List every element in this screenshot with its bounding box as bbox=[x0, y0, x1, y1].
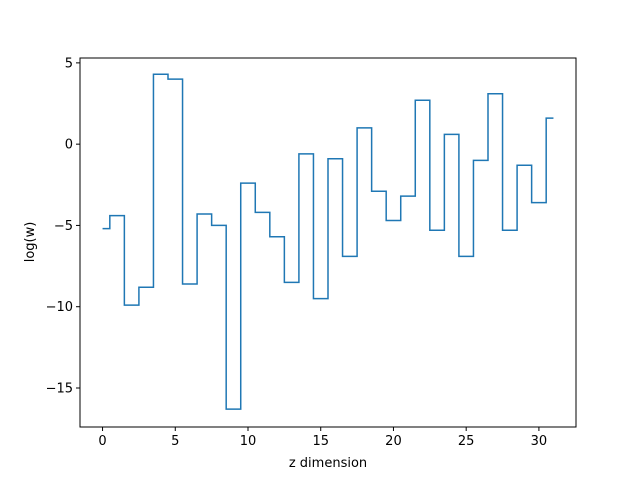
y-axis-label: log(w) bbox=[23, 222, 38, 263]
plot-frame bbox=[79, 57, 577, 428]
x-axis-label: z dimension bbox=[289, 456, 367, 471]
x-tick-label: 25 bbox=[458, 434, 475, 449]
x-tick-label: 5 bbox=[171, 434, 179, 449]
y-tick-label: −5 bbox=[54, 219, 73, 234]
y-tick-label: 0 bbox=[65, 138, 73, 153]
y-tick-label: −15 bbox=[46, 381, 73, 396]
x-tick-label: 15 bbox=[312, 434, 329, 449]
y-tick-label: −10 bbox=[46, 300, 73, 315]
y-tick-label: 5 bbox=[65, 56, 73, 71]
series-step-line bbox=[102, 73, 554, 410]
x-tick-label: 0 bbox=[98, 434, 106, 449]
x-tick-label: 30 bbox=[531, 434, 548, 449]
x-tick-label: 10 bbox=[240, 434, 257, 449]
x-tick-label: 20 bbox=[385, 434, 402, 449]
